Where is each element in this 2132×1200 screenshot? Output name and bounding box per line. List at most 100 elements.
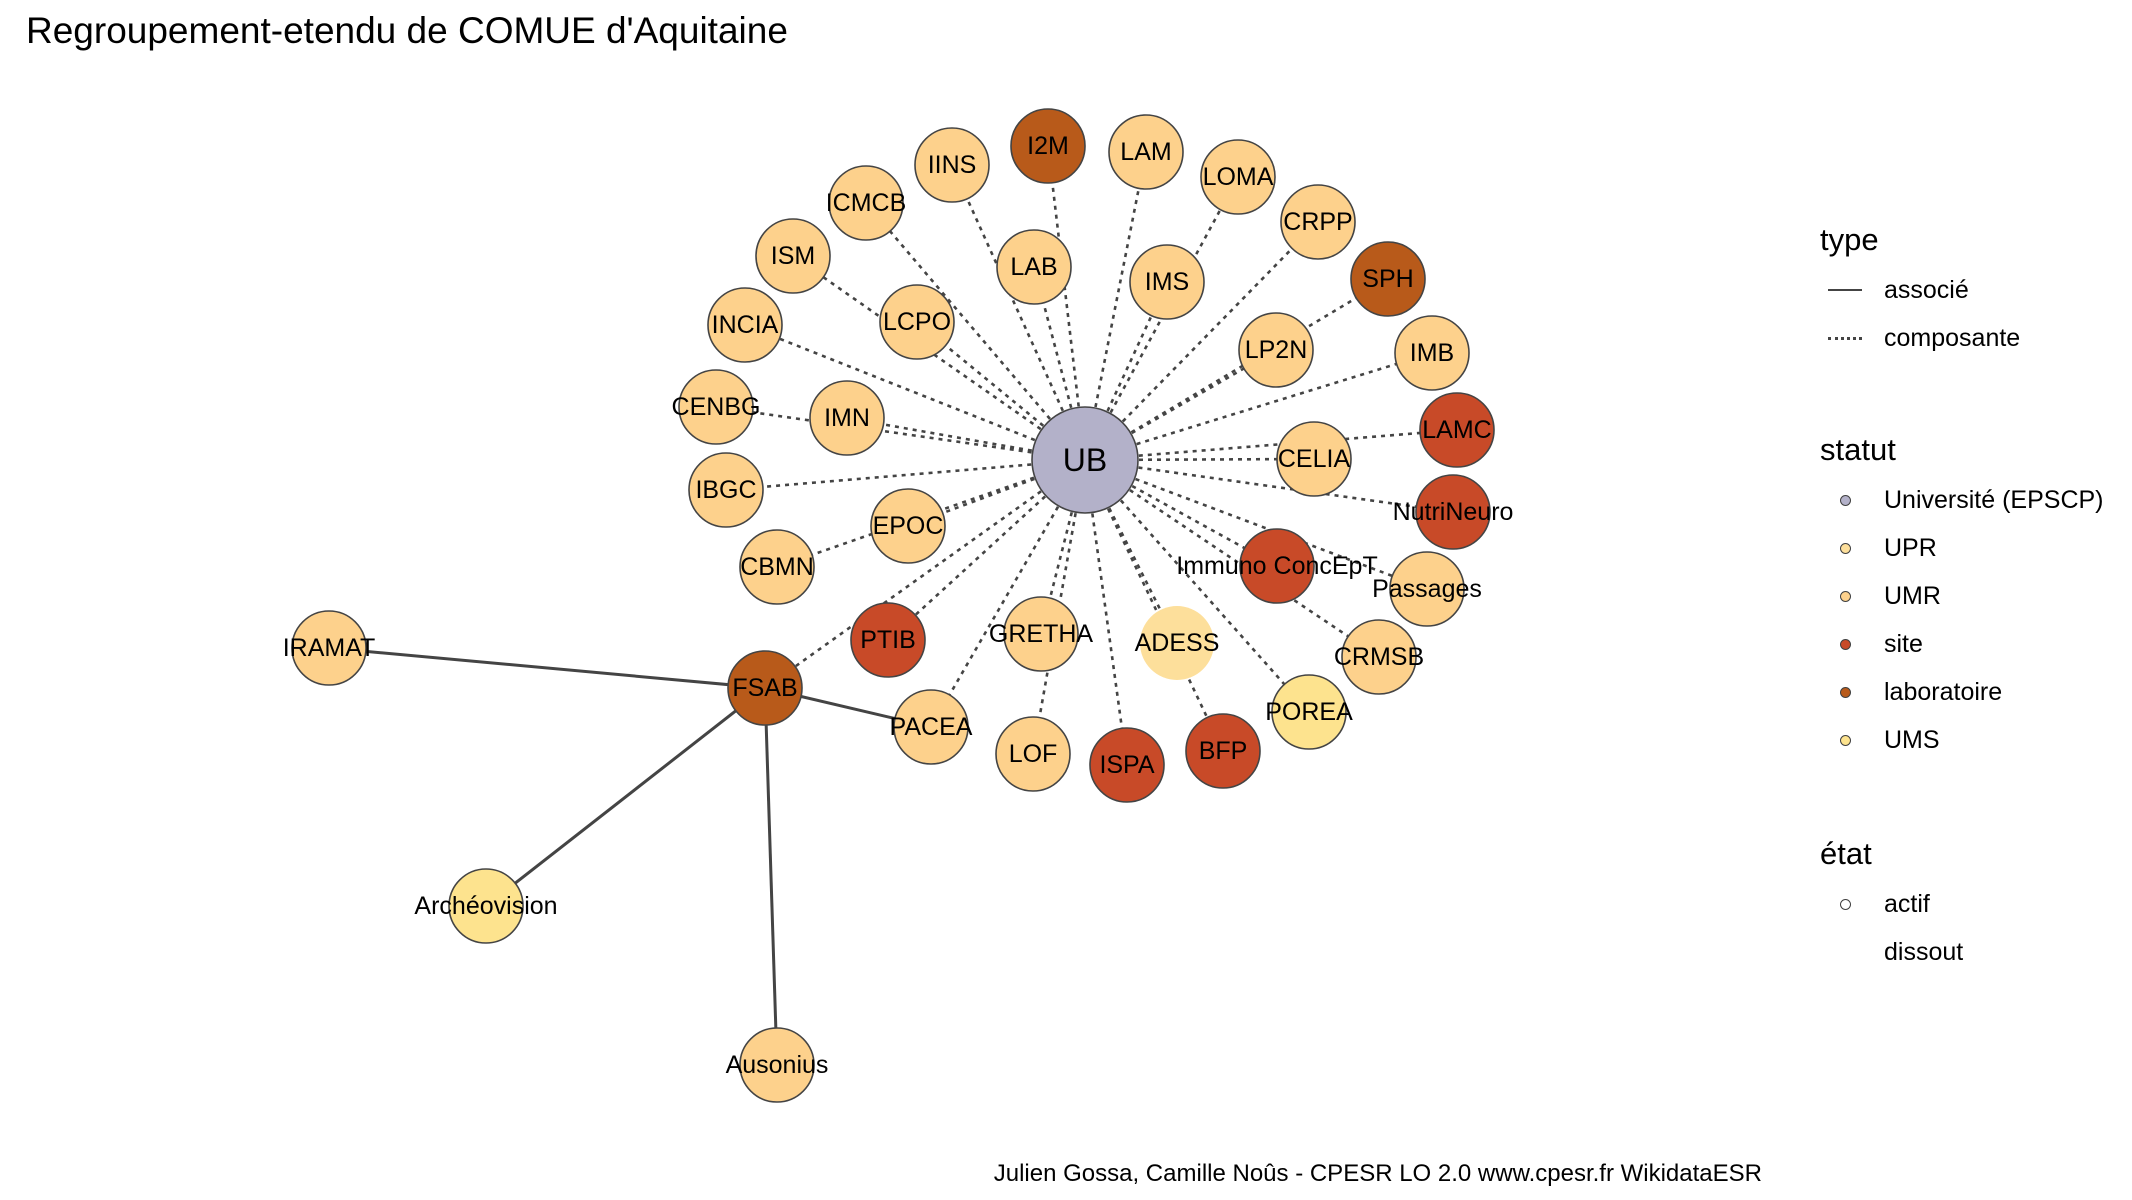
legend-item-ums: UMS [1820,716,2104,764]
network-graph: UB I2M IINS LAM LOMA ICMCB CRPP LAB ISM IMS SPH LCP… [283,108,1514,1103]
node-archeovision: Archéovision [414,868,558,944]
node-label: PTIB [860,626,916,654]
node-label: IINS [928,151,977,179]
node-circle [1108,114,1184,190]
node-circle [809,380,885,456]
circle-icon [1839,590,1851,602]
node-circle [870,488,946,564]
edge-ub-ibgc [725,458,1086,492]
node-circle [879,284,955,360]
node-circle [291,610,367,686]
legend-item-composante: composante [1820,314,2020,362]
legend-item-site: site [1820,620,2104,668]
node-label: BFP [1199,737,1248,765]
node-circle [1350,241,1426,317]
node-label: IMB [1410,339,1454,367]
node-immuno-concept: Immuno ConcEpT [1176,528,1378,604]
legend-item-laboratoire: laboratoire [1820,668,2104,716]
node-incia: INCIA [707,287,783,363]
node-lof: LOF [995,716,1071,792]
node-circle [727,650,803,726]
solid-line-icon [1828,289,1862,291]
chart-caption: Julien Gossa, Camille Noûs - CPESR LO 2.… [993,1160,1762,1187]
node-label: LP2N [1245,336,1308,364]
edge-ub-lab [1032,266,1087,461]
node-celia: CELIA [1276,421,1352,497]
edge-ub-crpp [1084,221,1319,461]
node-ub: UB [1031,406,1139,514]
node-label: ISM [771,242,815,270]
edge-ub-i2m [1046,145,1087,461]
legend-label: site [1884,629,1923,658]
node-nutrineuro: NutriNeuro [1393,474,1514,550]
node-circle [1239,528,1315,604]
circle-icon [1839,542,1851,554]
node-circle [893,689,969,765]
node-bfp: BFP [1185,713,1261,789]
node-label: IMN [824,404,870,432]
legend-item-associe: associé [1820,266,2020,314]
node-circle [828,165,904,241]
node-label: ADESS [1135,629,1220,657]
edge-ub-icmcb [865,202,1086,461]
legend-statut-title: statut [1820,432,1896,467]
node-circle [739,529,815,605]
node-label: LCPO [883,308,951,336]
node-label: SPH [1362,265,1413,293]
node-crpp: CRPP [1280,184,1356,260]
open-circle-icon [1839,898,1851,910]
node-circle [914,127,990,203]
edge-fsab-archeovision [485,686,766,908]
legend-label: actif [1884,889,1930,918]
legend-type: type associé composante [1820,222,2020,362]
node-label: ICMCB [826,189,907,217]
node-circle [678,369,754,445]
legend-label: associé [1884,275,1969,304]
node-crmsb: CRMSB [1334,619,1424,695]
node-lcpo: LCPO [879,284,955,360]
legend-item-universite: Université (EPSCP) [1820,476,2104,524]
edge-ub-pacea [929,459,1087,728]
node-label: LAB [1010,253,1057,281]
edge-fsab-iramat [328,646,766,690]
legend-label: UMR [1884,581,1941,610]
node-circle [996,229,1072,305]
node-circle [707,287,783,363]
node-label: IBGC [695,476,756,504]
node-cenbg: CENBG [672,369,761,445]
node-label: Archéovision [414,892,557,920]
circle-icon [1839,686,1851,698]
legend-etat: état actif dissout [1820,836,1963,976]
chart-title: Regroupement-etendu de COMUE d'Aquitaine [26,10,788,51]
node-label: LAM [1120,138,1171,166]
node-circle [1010,108,1086,184]
node-circle [1419,392,1495,468]
legend-label: UPR [1884,533,1937,562]
edge-ub-lam [1083,151,1148,461]
legend-label: UMS [1884,725,1940,754]
edge-ub-lamc [1084,428,1458,462]
node-circle [1238,312,1314,388]
node-label: CELIA [1278,445,1351,473]
node-ibgc: IBGC [688,452,764,528]
circle-icon [1839,734,1851,746]
node-label: CRPP [1283,208,1352,236]
node-label: NutriNeuro [1393,498,1514,526]
node-circle [1389,551,1465,627]
node-i2m: I2M [1010,108,1086,184]
node-label: POREA [1265,698,1353,726]
node-label: GRETHA [989,620,1094,648]
node-circle [850,602,926,678]
node-circle [1129,244,1205,320]
node-circle [995,716,1071,792]
node-label: CENBG [672,393,761,421]
legend-etat-title: état [1820,836,1872,871]
node-iramat: IRAMAT [283,610,375,686]
node-circle [1276,421,1352,497]
node-label: I2M [1027,132,1069,160]
node-label: EPOC [873,512,944,540]
node-circle [1140,606,1214,680]
node-ausonius: Ausonius [726,1027,828,1103]
node-loma: LOMA [1200,139,1276,215]
node-circle [1271,674,1347,750]
